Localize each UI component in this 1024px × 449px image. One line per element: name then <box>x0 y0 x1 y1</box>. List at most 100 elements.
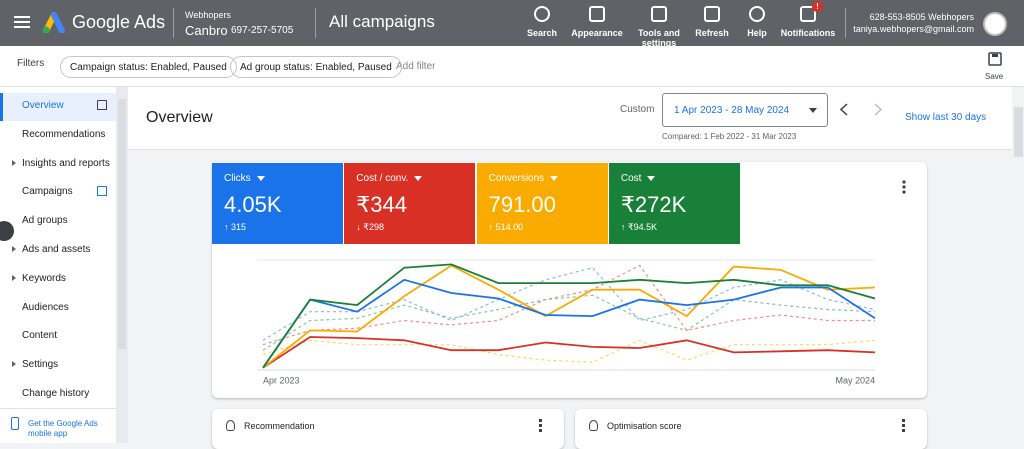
metric-value: ₹272K <box>620 192 687 217</box>
dropdown-arrow[interactable] <box>256 175 265 181</box>
card-title: Recommendation <box>244 421 315 431</box>
nav-item[interactable]: Change history <box>22 388 90 399</box>
info-card[interactable]: Optimisation score <box>575 409 927 449</box>
card-menu[interactable] <box>902 419 905 432</box>
line-series <box>262 278 876 369</box>
tool-label[interactable]: Tools and settings <box>638 28 680 48</box>
user-phone: 628-553-8505 Webhopers <box>869 12 974 22</box>
nav-item[interactable]: Insights and reports <box>22 157 110 169</box>
line-series <box>262 263 876 369</box>
app-promo[interactable]: Get the Google Ads mobile app <box>0 408 116 443</box>
line-series <box>262 294 876 351</box>
nav-item[interactable]: Ad groups <box>22 215 68 227</box>
bulb-icon <box>226 420 235 431</box>
expand-arrow[interactable] <box>12 246 16 252</box>
add-filter[interactable]: Add filter <box>396 61 436 72</box>
nav-item[interactable]: Audiences <box>22 301 69 313</box>
line-series <box>262 264 876 369</box>
filter-chip[interactable]: Campaign status: Enabled, Paused <box>60 56 237 78</box>
expand-arrow[interactable] <box>12 361 16 368</box>
logo <box>42 12 65 33</box>
account-name[interactable]: Canbro <box>185 23 228 38</box>
show-last-link[interactable]: Show last 30 days <box>905 112 987 123</box>
dropdown-arrow[interactable] <box>414 175 423 181</box>
collapse-button[interactable] <box>0 221 14 241</box>
nav-item[interactable]: Content <box>22 330 58 342</box>
tool-icon[interactable] <box>651 6 667 22</box>
line-series <box>262 267 876 341</box>
line-series <box>262 264 875 346</box>
tool-label[interactable]: Appearance <box>571 28 623 38</box>
metric-name: Cost <box>621 173 728 184</box>
menu-icon[interactable] <box>14 15 30 29</box>
metric-value: 791.00 <box>488 192 556 217</box>
nav-scrollbar <box>116 87 128 443</box>
line-series <box>262 336 876 369</box>
nav-active <box>0 93 116 121</box>
tool-label[interactable]: Notifications <box>780 28 836 38</box>
overview-title: Overview <box>146 109 213 126</box>
metric-tile[interactable]: Cost ₹272K ↑ ₹94.5K <box>608 163 740 244</box>
x-axis-label: May 2024 <box>835 375 875 385</box>
filter-chip[interactable]: Ad group status: Enabled, Paused <box>230 56 402 78</box>
save-icon <box>988 52 1002 66</box>
filters-label: Filters <box>17 58 45 69</box>
nav-item[interactable]: Keywords <box>22 272 66 284</box>
account-manager: Webhopers <box>185 10 231 20</box>
metric-name: Conversions <box>489 173 596 184</box>
tool-label[interactable]: Refresh <box>695 28 729 38</box>
metric-value: 4.05K <box>224 192 282 217</box>
dropdown-arrow[interactable] <box>550 175 559 181</box>
info-card[interactable]: Recommendation <box>212 409 564 449</box>
prev-button[interactable] <box>840 103 848 116</box>
metric-name: Cost / conv. <box>356 173 463 184</box>
metric-tile[interactable]: Cost / conv. ₹344 ↓ ₹298 <box>344 163 476 244</box>
tool-icon[interactable] <box>749 6 765 22</box>
nav-icon <box>97 186 107 197</box>
divider <box>845 8 846 38</box>
tool-label[interactable]: Search <box>526 28 558 38</box>
tool-icon[interactable] <box>534 6 550 22</box>
metric-value: ₹344 <box>356 192 407 217</box>
compared-range: Compared: 1 Feb 2022 - 31 Mar 2023 <box>662 132 797 141</box>
overview-header: Overview Custom 1 Apr 2023 - 28 May 2024… <box>128 87 1012 150</box>
dropdown-arrow[interactable] <box>647 175 656 181</box>
page-title: All campaigns <box>329 12 435 31</box>
expand-arrow[interactable] <box>12 159 16 166</box>
avatar[interactable] <box>983 12 1007 36</box>
metric-tile[interactable]: Clicks 4.05K ↑ 315 <box>212 163 343 244</box>
top-bar: Google Ads Webhopers Canbro 697-257-5705… <box>0 0 1024 48</box>
tool-icon[interactable] <box>589 6 605 22</box>
nav-item[interactable]: Overview <box>22 100 64 111</box>
card-menu[interactable] <box>539 419 542 432</box>
date-range: 1 Apr 2023 - 28 May 2024 <box>674 105 790 116</box>
nav-item[interactable]: Settings <box>22 359 59 371</box>
tool-icon[interactable] <box>800 6 816 22</box>
metric-change: ↑ ₹94.5K <box>620 222 658 232</box>
nav-icon <box>97 100 107 110</box>
metric-change: ↓ ₹298 <box>356 222 385 232</box>
date-picker[interactable]: 1 Apr 2023 - 28 May 2024 <box>662 93 828 127</box>
nav-item[interactable]: Campaigns <box>22 186 73 198</box>
divider <box>315 8 316 38</box>
side-nav <box>0 87 116 443</box>
product-name: Google Ads <box>72 12 166 32</box>
nav-item[interactable]: Ads and assets <box>22 244 91 255</box>
performance-chart: Apr 2023 May 2024 <box>257 259 876 385</box>
tool-icon[interactable] <box>704 6 720 22</box>
metric-change: ↑ 514.00 <box>488 222 524 232</box>
next-button[interactable] <box>874 103 882 116</box>
expand-arrow[interactable] <box>12 274 16 281</box>
metric-name: Clicks <box>224 173 331 184</box>
more-menu[interactable] <box>902 180 906 194</box>
bulb-icon <box>589 420 598 431</box>
tool-label[interactable]: Help <box>747 28 767 38</box>
metric-change: ↑ 315 <box>224 222 247 232</box>
divider <box>173 8 174 38</box>
metric-tile[interactable]: Conversions 791.00 ↑ 514.00 <box>476 163 608 244</box>
nav-item[interactable]: Recommendations <box>22 128 106 140</box>
filter-bar: Filters Add filter Save <box>0 46 1024 87</box>
dropdown-icon <box>809 108 817 113</box>
save-button[interactable]: Save <box>985 72 1004 81</box>
